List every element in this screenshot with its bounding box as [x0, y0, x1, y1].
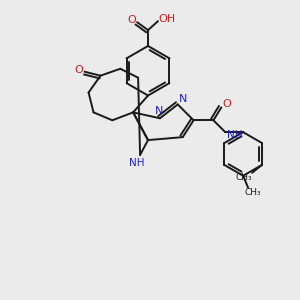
Text: NH: NH	[227, 130, 243, 140]
Text: CH₃: CH₃	[236, 173, 253, 182]
Text: O: O	[74, 65, 83, 75]
Text: NH: NH	[129, 158, 145, 168]
Text: CH₃: CH₃	[245, 188, 261, 197]
Text: OH: OH	[158, 14, 176, 24]
Text: O: O	[128, 15, 136, 25]
Text: N: N	[178, 94, 187, 104]
Text: N: N	[155, 106, 163, 116]
Text: O: O	[222, 99, 231, 110]
